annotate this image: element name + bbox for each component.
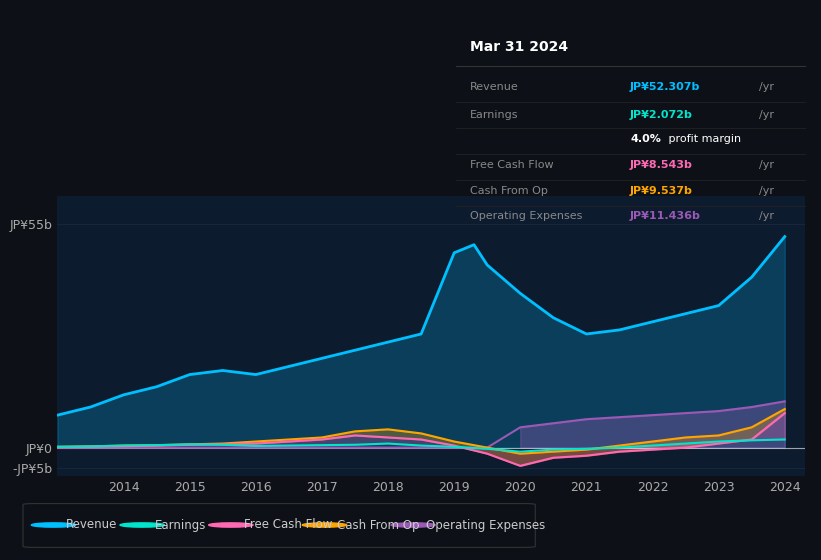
Text: Earnings: Earnings [155, 519, 206, 531]
Text: Revenue: Revenue [470, 82, 518, 92]
Text: Operating Expenses: Operating Expenses [426, 519, 545, 531]
Text: JP¥8.543b: JP¥8.543b [631, 160, 693, 170]
Text: /yr: /yr [759, 212, 774, 221]
Text: JP¥52.307b: JP¥52.307b [631, 82, 700, 92]
Text: /yr: /yr [759, 82, 774, 92]
Text: Mar 31 2024: Mar 31 2024 [470, 40, 568, 54]
Circle shape [31, 523, 76, 527]
Text: 4.0%: 4.0% [631, 134, 661, 144]
Text: Operating Expenses: Operating Expenses [470, 212, 582, 221]
Text: /yr: /yr [759, 160, 774, 170]
Text: JP¥2.072b: JP¥2.072b [631, 110, 693, 120]
Text: /yr: /yr [759, 185, 774, 195]
Text: Cash From Op: Cash From Op [337, 519, 420, 531]
Text: profit margin: profit margin [665, 134, 741, 144]
Text: /yr: /yr [759, 110, 774, 120]
Circle shape [391, 523, 435, 527]
Text: JP¥11.436b: JP¥11.436b [631, 212, 701, 221]
Text: Revenue: Revenue [67, 519, 117, 531]
Text: Earnings: Earnings [470, 110, 518, 120]
Circle shape [209, 523, 253, 527]
Circle shape [302, 523, 346, 527]
Circle shape [120, 523, 164, 527]
Text: Free Cash Flow: Free Cash Flow [244, 519, 332, 531]
Text: JP¥9.537b: JP¥9.537b [631, 185, 693, 195]
Text: Free Cash Flow: Free Cash Flow [470, 160, 553, 170]
Text: Cash From Op: Cash From Op [470, 185, 548, 195]
